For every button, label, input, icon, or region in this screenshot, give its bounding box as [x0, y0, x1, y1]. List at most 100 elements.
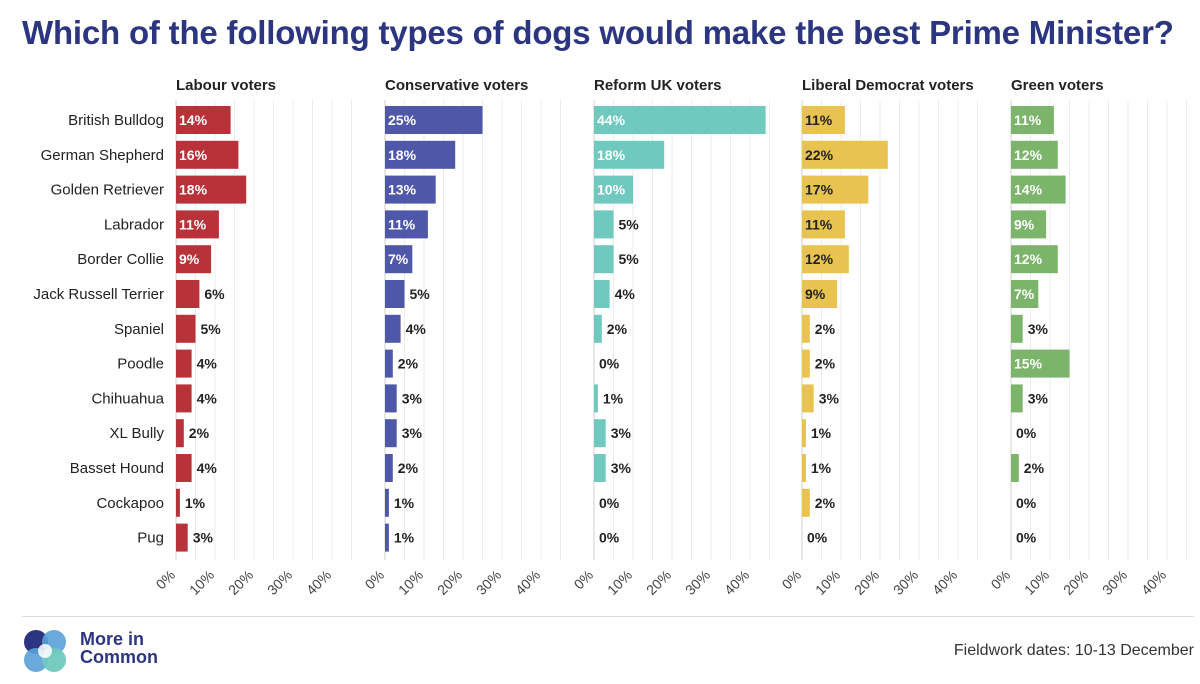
- footer-divider: [22, 616, 1194, 617]
- bar-green-voters: [1011, 140, 1058, 169]
- bar-conservative-voters: [385, 314, 401, 343]
- bar-reform-uk-voters: [594, 245, 614, 274]
- category-label-chihuahua: Chihuahua: [91, 390, 164, 407]
- category-label-spaniel: Spaniel: [114, 321, 164, 338]
- panel-title-liberal-democrat-voters: Liberal Democrat voters: [802, 77, 974, 94]
- data-label-labour-voters: 4%: [197, 390, 218, 406]
- bar-labour-voters: [176, 454, 192, 482]
- data-label-liberal-democrat-voters: 0%: [807, 530, 828, 546]
- data-label-labour-voters: 11%: [179, 216, 207, 232]
- tick-label-labour-voters: 30%: [264, 567, 295, 598]
- category-label-british-bulldog: British Bulldog: [68, 112, 164, 129]
- tick-label-conservative-voters: 20%: [434, 567, 465, 598]
- data-label-liberal-democrat-voters: 2%: [815, 321, 836, 337]
- bar-green-voters: [1011, 349, 1070, 378]
- tick-label-conservative-voters: 10%: [395, 567, 426, 598]
- bar-conservative-voters: [385, 140, 456, 169]
- data-label-labour-voters: 4%: [197, 460, 218, 476]
- data-label-reform-uk-voters: 18%: [597, 147, 626, 163]
- bar-conservative-voters: [385, 384, 397, 413]
- data-label-green-voters: 11%: [1014, 112, 1042, 128]
- bar-labour-voters: [176, 106, 231, 134]
- bar-liberal-democrat-voters: [802, 210, 845, 239]
- data-label-labour-voters: 1%: [185, 495, 206, 511]
- data-label-conservative-voters: 18%: [388, 147, 417, 163]
- tick-label-reform-uk-voters: 40%: [721, 567, 752, 598]
- bar-green-voters: [1011, 210, 1047, 239]
- bar-conservative-voters: [385, 523, 389, 552]
- logo-line-2: Common: [80, 647, 158, 667]
- panel-title-labour-voters: Labour voters: [176, 77, 276, 94]
- bar-liberal-democrat-voters: [802, 454, 806, 482]
- data-label-conservative-voters: 7%: [388, 251, 409, 267]
- data-label-green-voters: 0%: [1016, 530, 1037, 546]
- data-label-liberal-democrat-voters: 9%: [805, 286, 826, 302]
- bar-liberal-democrat-voters: [802, 106, 845, 134]
- tick-label-green-voters: 30%: [1099, 567, 1130, 598]
- data-label-labour-voters: 2%: [189, 425, 210, 441]
- bar-conservative-voters: [385, 106, 483, 134]
- bar-liberal-democrat-voters: [802, 314, 810, 343]
- data-label-green-voters: 15%: [1014, 356, 1043, 372]
- data-label-conservative-voters: 4%: [406, 321, 427, 337]
- data-label-green-voters: 7%: [1014, 286, 1035, 302]
- bar-conservative-voters: [385, 175, 436, 204]
- bar-reform-uk-voters: [594, 314, 602, 343]
- data-label-reform-uk-voters: 2%: [607, 321, 628, 337]
- tick-label-conservative-voters: 40%: [512, 567, 543, 598]
- bar-reform-uk-voters: [594, 210, 614, 239]
- tick-label-reform-uk-voters: 30%: [682, 567, 713, 598]
- bar-conservative-voters: [385, 454, 393, 482]
- bar-labour-voters: [176, 140, 239, 169]
- bar-green-voters: [1011, 454, 1019, 482]
- bar-reform-uk-voters: [594, 140, 665, 169]
- data-label-reform-uk-voters: 0%: [599, 495, 620, 511]
- tick-label-green-voters: 20%: [1060, 567, 1091, 598]
- tick-label-labour-voters: 10%: [186, 567, 217, 598]
- bar-liberal-democrat-voters: [802, 488, 810, 517]
- data-label-conservative-voters: 25%: [388, 112, 417, 128]
- category-label-jack-russell-terrier: Jack Russell Terrier: [33, 286, 164, 303]
- bar-conservative-voters: [385, 210, 428, 239]
- category-label-german-shepherd: German Shepherd: [41, 147, 164, 164]
- bar-liberal-democrat-voters: [802, 245, 849, 274]
- bar-green-voters: [1011, 245, 1058, 274]
- category-label-border-collie: Border Collie: [77, 251, 164, 268]
- data-label-reform-uk-voters: 5%: [619, 251, 640, 267]
- data-label-green-voters: 0%: [1016, 425, 1037, 441]
- data-label-labour-voters: 9%: [179, 251, 200, 267]
- bar-conservative-voters: [385, 280, 405, 308]
- bar-labour-voters: [176, 175, 247, 204]
- tick-label-green-voters: 0%: [987, 567, 1013, 593]
- data-label-conservative-voters: 1%: [394, 530, 415, 546]
- data-label-liberal-democrat-voters: 11%: [805, 216, 833, 232]
- data-label-green-voters: 12%: [1014, 251, 1043, 267]
- category-label-labrador: Labrador: [104, 216, 164, 233]
- fieldwork-dates: Fieldwork dates: 10-13 December: [953, 642, 1194, 659]
- tick-label-green-voters: 40%: [1138, 567, 1169, 598]
- data-label-labour-voters: 14%: [179, 112, 208, 128]
- bar-green-voters: [1011, 384, 1023, 413]
- data-label-reform-uk-voters: 0%: [599, 356, 620, 372]
- data-label-liberal-democrat-voters: 11%: [805, 112, 833, 128]
- data-label-reform-uk-voters: 4%: [615, 286, 636, 302]
- bar-labour-voters: [176, 523, 188, 552]
- data-label-liberal-democrat-voters: 12%: [805, 251, 834, 267]
- more-in-common-logo-icon: [24, 630, 66, 672]
- data-label-green-voters: 9%: [1014, 216, 1035, 232]
- bar-labour-voters: [176, 245, 212, 274]
- data-label-reform-uk-voters: 0%: [599, 530, 620, 546]
- data-label-green-voters: 12%: [1014, 147, 1043, 163]
- tick-label-reform-uk-voters: 10%: [604, 567, 635, 598]
- bar-labour-voters: [176, 488, 180, 517]
- tick-label-labour-voters: 20%: [225, 567, 256, 598]
- category-label-basset-hound: Basset Hound: [70, 460, 164, 477]
- tick-label-conservative-voters: 30%: [473, 567, 504, 598]
- tick-label-reform-uk-voters: 20%: [643, 567, 674, 598]
- data-label-labour-voters: 6%: [204, 286, 225, 302]
- data-label-conservative-voters: 2%: [398, 356, 419, 372]
- tick-label-liberal-democrat-voters: 40%: [929, 567, 960, 598]
- category-label-golden-retriever: Golden Retriever: [51, 182, 164, 199]
- bar-labour-voters: [176, 384, 192, 413]
- data-label-green-voters: 2%: [1024, 460, 1045, 476]
